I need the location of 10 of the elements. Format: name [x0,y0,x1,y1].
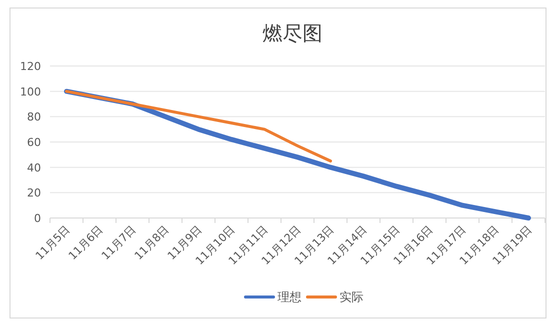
y-tick-label: 120 [20,60,41,73]
legend-label: 理想 [278,290,302,304]
y-tick-label: 0 [34,212,41,225]
y-tick-label: 40 [27,161,41,174]
legend-label: 实际 [340,290,364,304]
chart-title: 燃尽图 [262,21,322,45]
y-tick-label: 100 [20,85,41,98]
y-tick-label: 20 [27,186,41,200]
y-tick-label: 80 [27,110,41,124]
y-tick-label: 60 [27,136,41,149]
